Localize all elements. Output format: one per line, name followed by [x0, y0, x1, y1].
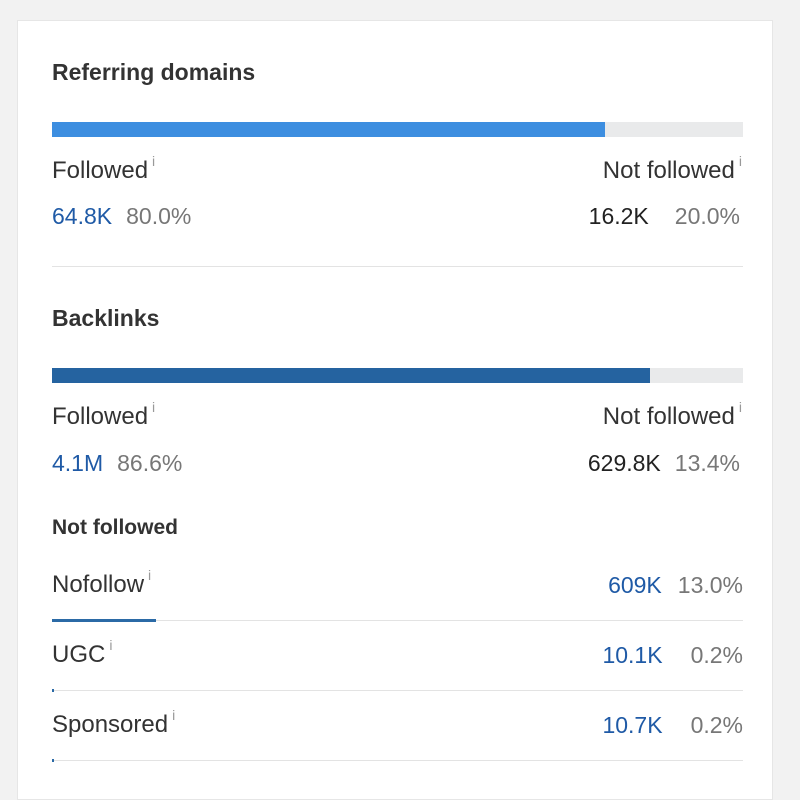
rd-followed-count-link[interactable]: 64.8K	[52, 203, 113, 229]
info-icon[interactable]: i	[738, 399, 742, 415]
nofollow-label: Nofollow i	[52, 567, 152, 598]
backlinks-title: Backlinks	[52, 305, 160, 331]
bl-not-followed-count: 629.8K	[587, 450, 661, 476]
bl-followed-label: Followed i	[52, 399, 156, 430]
bl-followed-count-link[interactable]: 4.1M	[52, 450, 104, 476]
referring-domains-followed-fill	[52, 122, 605, 137]
referring-domains-title: Referring domains	[52, 59, 256, 85]
not-followed-subheading: Not followed	[52, 516, 178, 539]
bl-followed-percent: 86.6%	[117, 450, 183, 476]
bl-not-followed-percent: 13.4%	[674, 450, 740, 476]
info-icon[interactable]: i	[148, 567, 152, 583]
row-divider	[52, 760, 743, 761]
nofollow-percent: 13.0%	[677, 572, 743, 598]
rd-followed-label: Followed i	[52, 153, 156, 184]
list-item-ugc: UGC i 10.1K 0.2%	[52, 621, 743, 692]
rd-not-followed-values: 16.2K 20.0%	[589, 203, 740, 230]
backlink-profile-card: Referring domains Followed i Not followed…	[17, 20, 773, 800]
sponsored-label: Sponsored i	[52, 707, 176, 738]
bl-not-followed-label: Not followed i	[602, 399, 742, 430]
ugc-count-link[interactable]: 10.1K	[602, 642, 663, 668]
nofollow-count-link[interactable]: 609K	[608, 572, 662, 598]
row-divider	[52, 690, 743, 691]
backlinks-bar	[52, 368, 743, 383]
ugc-percent: 0.2%	[690, 642, 743, 668]
section-divider	[52, 266, 743, 267]
rd-not-followed-label: Not followed i	[602, 153, 742, 184]
info-icon[interactable]: i	[738, 153, 742, 169]
rd-not-followed-count: 16.2K	[588, 203, 649, 229]
rd-not-followed-percent: 20.0%	[674, 203, 740, 229]
info-icon[interactable]: i	[109, 637, 113, 653]
list-item-sponsored: Sponsored i 10.7K 0.2%	[52, 691, 743, 762]
info-icon[interactable]: i	[172, 707, 176, 723]
nofollow-share-bar	[52, 619, 156, 622]
ugc-label: UGC i	[52, 637, 113, 668]
info-icon[interactable]: i	[152, 399, 156, 415]
sponsored-share-bar	[52, 759, 54, 762]
referring-domains-bar	[52, 122, 743, 137]
rd-followed-values: 64.8K 80.0%	[52, 203, 191, 230]
sponsored-count-link[interactable]: 10.7K	[602, 712, 663, 738]
ugc-values: 10.1K 0.2%	[602, 642, 743, 669]
row-divider	[52, 620, 743, 621]
info-icon[interactable]: i	[152, 153, 156, 169]
nofollow-values: 609K 13.0%	[608, 572, 743, 599]
sponsored-percent: 0.2%	[690, 712, 743, 738]
list-item-nofollow: Nofollow i 609K 13.0%	[52, 551, 743, 622]
bl-not-followed-values: 629.8K 13.4%	[588, 450, 740, 477]
backlinks-followed-fill	[52, 368, 651, 383]
rd-followed-percent: 80.0%	[126, 203, 192, 229]
ugc-share-bar	[52, 689, 54, 692]
bl-followed-values: 4.1M 86.6%	[52, 450, 182, 477]
sponsored-values: 10.7K 0.2%	[602, 712, 743, 739]
